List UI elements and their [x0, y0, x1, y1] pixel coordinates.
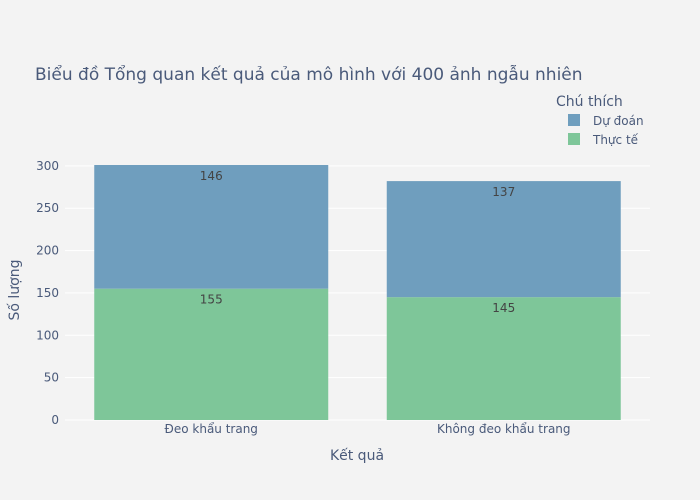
y-tick-label-300: 300 — [36, 159, 59, 173]
data-label-1-1: 137 — [492, 185, 515, 199]
y-tick-label-0: 0 — [51, 413, 59, 427]
y-tick-label-250: 250 — [36, 201, 59, 215]
y-tick-label-200: 200 — [36, 244, 59, 258]
legend-label-thuc-te[interactable]: Thực tế — [592, 133, 639, 147]
bar-1-0[interactable] — [94, 165, 329, 289]
data-label-0-0: 155 — [200, 293, 223, 307]
y-axis-title: Số lượng — [6, 260, 23, 321]
legend: Chú thích Dự đoán Thực tế — [556, 94, 644, 147]
x-tick-label-0: Đeo khẩu trang — [165, 422, 258, 436]
data-label-1-0: 146 — [200, 169, 223, 183]
y-tick-label-100: 100 — [36, 328, 59, 342]
legend-label-du-doan[interactable]: Dự đoán — [593, 114, 644, 128]
bar-1-1[interactable] — [386, 181, 621, 298]
y-tick-label-50: 50 — [44, 371, 59, 385]
legend-swatch-thuc-te[interactable] — [568, 133, 580, 145]
chart-title: Biểu đồ Tổng quan kết quả của mô hình vớ… — [35, 64, 583, 85]
x-tick-label-1: Không đeo khẩu trang — [437, 422, 571, 436]
legend-title: Chú thích — [556, 94, 623, 110]
bar-0-0[interactable] — [94, 288, 329, 420]
y-tick-label-150: 150 — [36, 286, 59, 300]
x-axis-title: Kết quả — [330, 447, 384, 464]
bar-0-1[interactable] — [386, 297, 621, 420]
data-label-0-1: 145 — [492, 301, 515, 315]
legend-swatch-du-doan[interactable] — [568, 114, 580, 126]
